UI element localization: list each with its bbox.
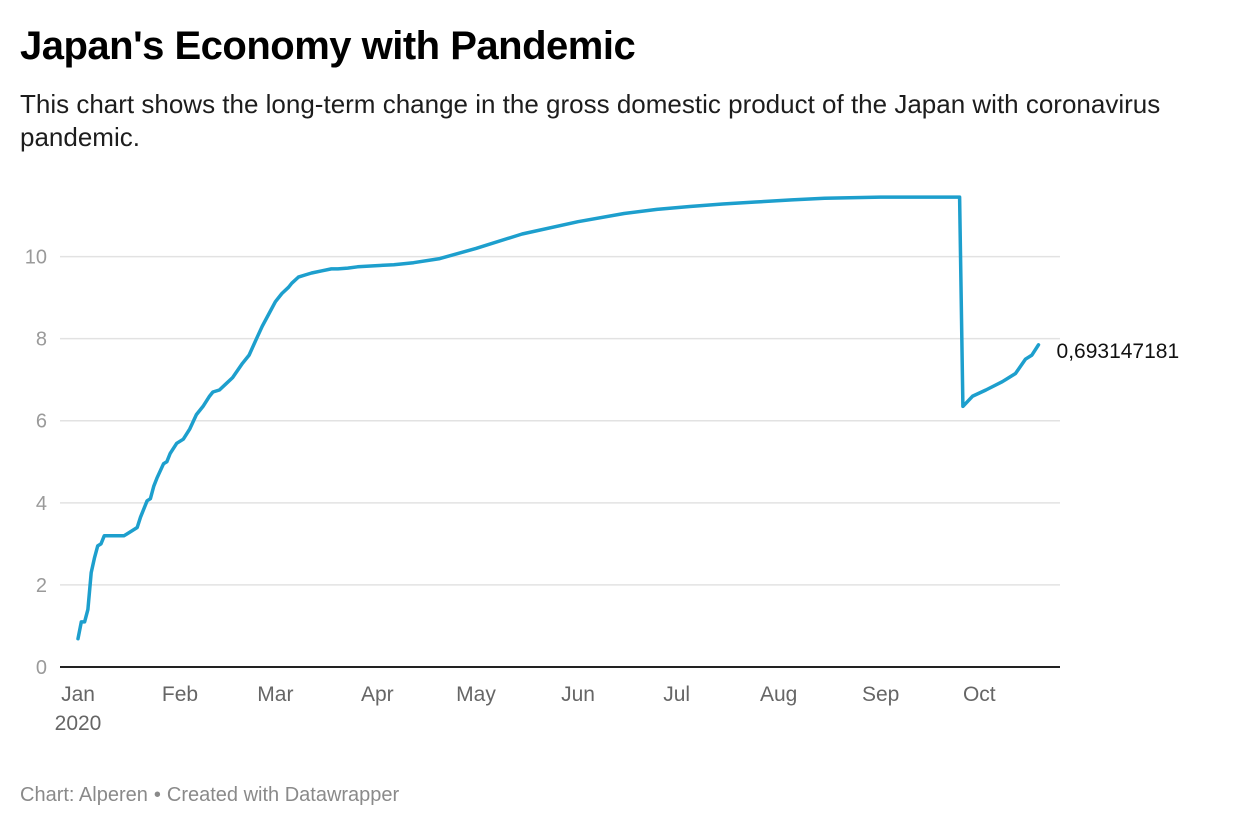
y-tick-label: 0 <box>36 657 47 679</box>
chart-footer: Chart: Alperen • Created with Datawrapper <box>20 784 399 807</box>
y-tick-label: 8 <box>36 329 47 351</box>
y-tick-label: 4 <box>36 493 47 515</box>
source-credit: Chart: Alperen <box>20 784 148 806</box>
series-end-label: 0,693147181 <box>1057 340 1180 363</box>
x-tick-label: Oct <box>963 683 996 706</box>
x-tick-label: Sep <box>862 683 899 706</box>
y-tick-label: 10 <box>25 247 47 269</box>
y-tick-label: 2 <box>36 575 47 597</box>
x-tick-label: Feb <box>162 683 198 706</box>
gridlines <box>60 255 1060 586</box>
y-tick-label: 6 <box>36 411 47 433</box>
x-tick-label: Aug <box>760 683 797 706</box>
chart-subtitle: This chart shows the long-term change in… <box>20 89 1161 152</box>
chart-title: Japan's Economy with Pandemic <box>20 24 636 68</box>
x-tick-label: Apr <box>361 683 394 706</box>
x-tick-label: Jul <box>663 683 690 706</box>
x-tick-label: Mar <box>257 683 293 706</box>
x-tick-label: Jun <box>561 683 595 706</box>
datawrapper-credit: Created with Datawrapper <box>166 784 400 806</box>
x-tick-label: May <box>456 683 496 706</box>
separator-dot: • <box>153 784 161 806</box>
x-tick-label: Jan <box>61 683 95 706</box>
x-axis-ticks: Jan 2020 Feb Mar Apr May Jun Jul Aug Sep Oct <box>55 683 996 735</box>
gdp-series-line <box>76 195 1041 641</box>
y-axis-ticks: 0 2 4 6 8 10 <box>25 247 47 679</box>
x-tick-year-label: 2020 <box>55 712 102 735</box>
